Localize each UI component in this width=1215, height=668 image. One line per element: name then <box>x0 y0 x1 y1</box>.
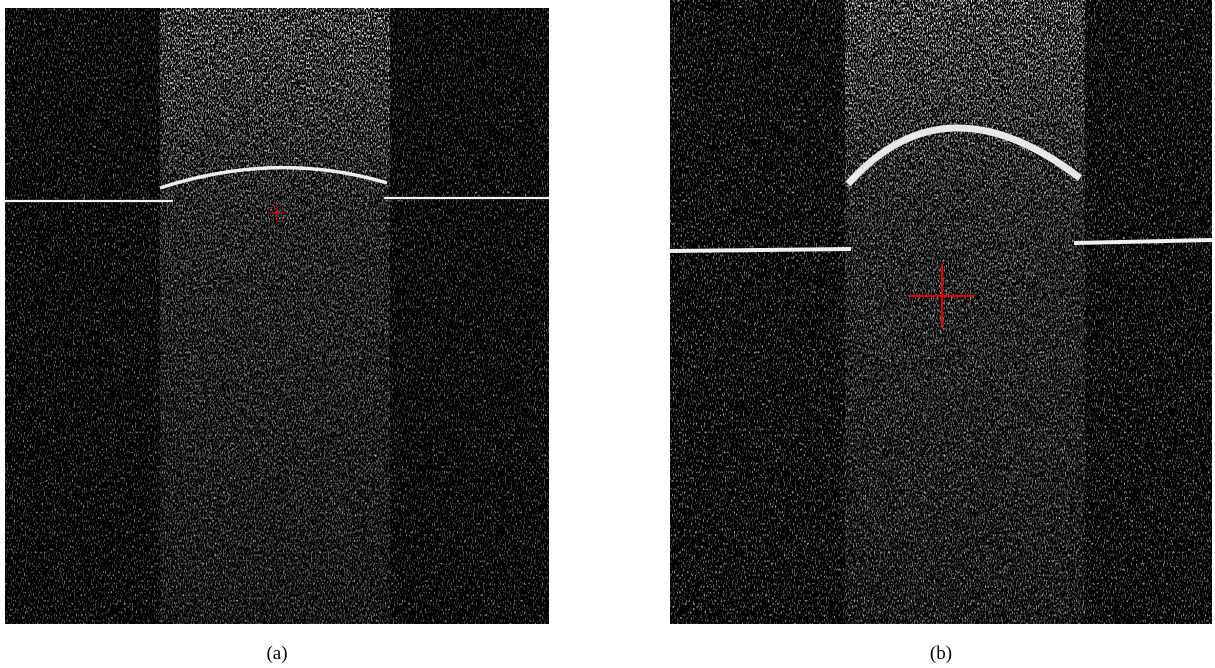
panel-caption: (b) <box>930 643 952 664</box>
surface-line <box>670 247 852 253</box>
panel-b-image <box>670 0 1212 624</box>
panel-caption: (a) <box>266 643 287 664</box>
panel-a-image <box>5 8 549 624</box>
surface-line <box>1073 238 1212 245</box>
lens-surface-arc <box>845 124 1083 187</box>
lens-surface-arc <box>159 165 388 190</box>
speckle-band <box>5 8 549 624</box>
